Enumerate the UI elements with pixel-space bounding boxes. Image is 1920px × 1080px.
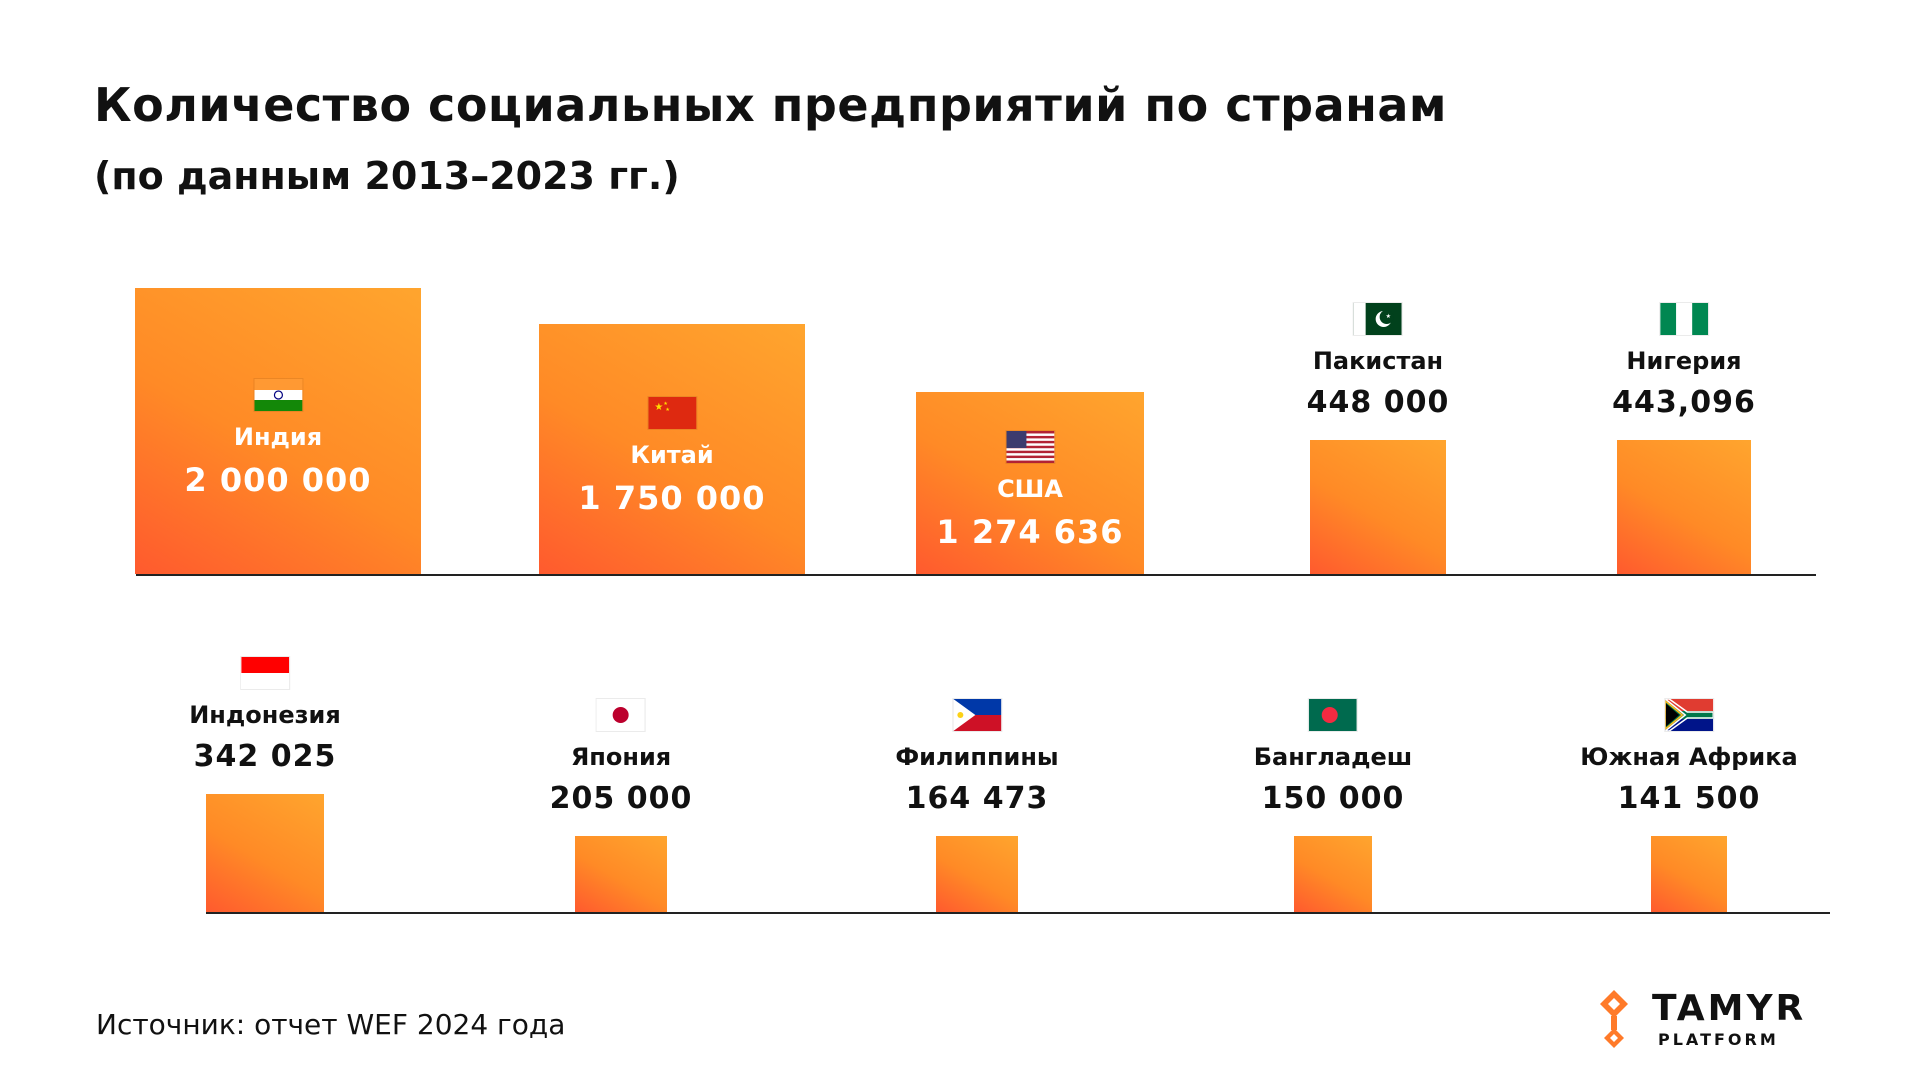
bar <box>1651 836 1727 912</box>
chart-title: Количество социальных предприятий по стр… <box>94 78 1448 132</box>
bar <box>916 391 1144 574</box>
source-note: Источник: отчет WEF 2024 года <box>96 1008 566 1041</box>
value-label: 1 750 000 <box>578 478 766 517</box>
bar-label-group: Нигерия 443,096 <box>1612 303 1756 420</box>
bar <box>1294 836 1372 912</box>
category-label: Филиппины <box>895 743 1059 771</box>
value-label: 2 000 000 <box>184 461 372 499</box>
svg-text:★: ★ <box>665 407 670 413</box>
svg-text:★: ★ <box>1386 313 1391 320</box>
category-label: Китай <box>630 440 714 469</box>
bar-label-group: Южная Африка 141 500 <box>1580 699 1798 816</box>
bangladesh-flag-icon <box>1309 699 1357 731</box>
bar <box>1617 440 1751 574</box>
usa-flag-icon <box>1005 430 1054 463</box>
category-label: Индонезия <box>189 701 341 729</box>
svg-text:★: ★ <box>654 402 663 413</box>
bar <box>575 836 667 912</box>
bar-label-group: Бангладеш 150 000 <box>1253 699 1413 816</box>
value-label: 150 000 <box>1261 781 1405 816</box>
bar-label-group: Филиппины 164 473 <box>895 699 1059 816</box>
china-flag-icon: ★ ★ ★ <box>647 396 696 429</box>
svg-text:★: ★ <box>663 401 668 407</box>
bar <box>206 794 324 912</box>
category-label: Нигерия <box>1626 347 1742 375</box>
indonesia-flag-icon <box>240 657 289 689</box>
south-africa-flag-icon <box>1665 699 1713 731</box>
value-label: 1 274 636 <box>936 512 1124 551</box>
philippines-flag-icon <box>953 699 1001 731</box>
category-label: Пакистан <box>1312 347 1444 375</box>
bar-label-group: Индонезия 342 025 <box>189 657 341 774</box>
bar-label-group: ★ Пакистан 448 000 <box>1307 303 1450 420</box>
japan-flag-icon <box>596 699 645 731</box>
nigeria-flag-icon <box>1659 303 1708 335</box>
pakistan-flag-icon: ★ <box>1353 303 1402 335</box>
logo-name: TAMYR <box>1652 988 1807 1029</box>
logo-sub: PLATFORM <box>1658 1030 1779 1049</box>
india-flag-icon <box>253 379 302 411</box>
category-label: США <box>997 474 1063 503</box>
category-label: Япония <box>570 743 672 771</box>
value-label: 342 025 <box>193 739 337 774</box>
value-label: 141 500 <box>1617 781 1761 816</box>
value-label: 205 000 <box>549 781 693 816</box>
category-label: Бангладеш <box>1253 743 1413 771</box>
category-label: Южная Африка <box>1580 743 1798 771</box>
bar <box>1310 440 1446 574</box>
bar-label-group: Индия 2 000 000 <box>184 379 371 499</box>
value-label: 448 000 <box>1306 385 1450 420</box>
bar <box>539 323 805 574</box>
bar-label-group: ★ ★ ★ Китай 1 750 000 <box>578 396 766 517</box>
tamyr-logo-icon <box>1600 990 1628 1048</box>
category-label: Индия <box>233 423 323 451</box>
bar <box>135 288 421 574</box>
chart-baseline <box>206 912 1830 914</box>
bar-label-group: Япония 205 000 <box>550 699 693 816</box>
chart-baseline <box>136 574 1816 576</box>
bar-label-group: США 1 274 636 <box>936 430 1124 551</box>
bar <box>936 836 1018 912</box>
tamyr-logo: TAMYR PLATFORM <box>1590 988 1830 1049</box>
value-label: 443,096 <box>1612 385 1756 420</box>
chart-subtitle: (по данным 2013–2023 гг.) <box>94 154 680 198</box>
value-label: 164 473 <box>905 781 1049 816</box>
